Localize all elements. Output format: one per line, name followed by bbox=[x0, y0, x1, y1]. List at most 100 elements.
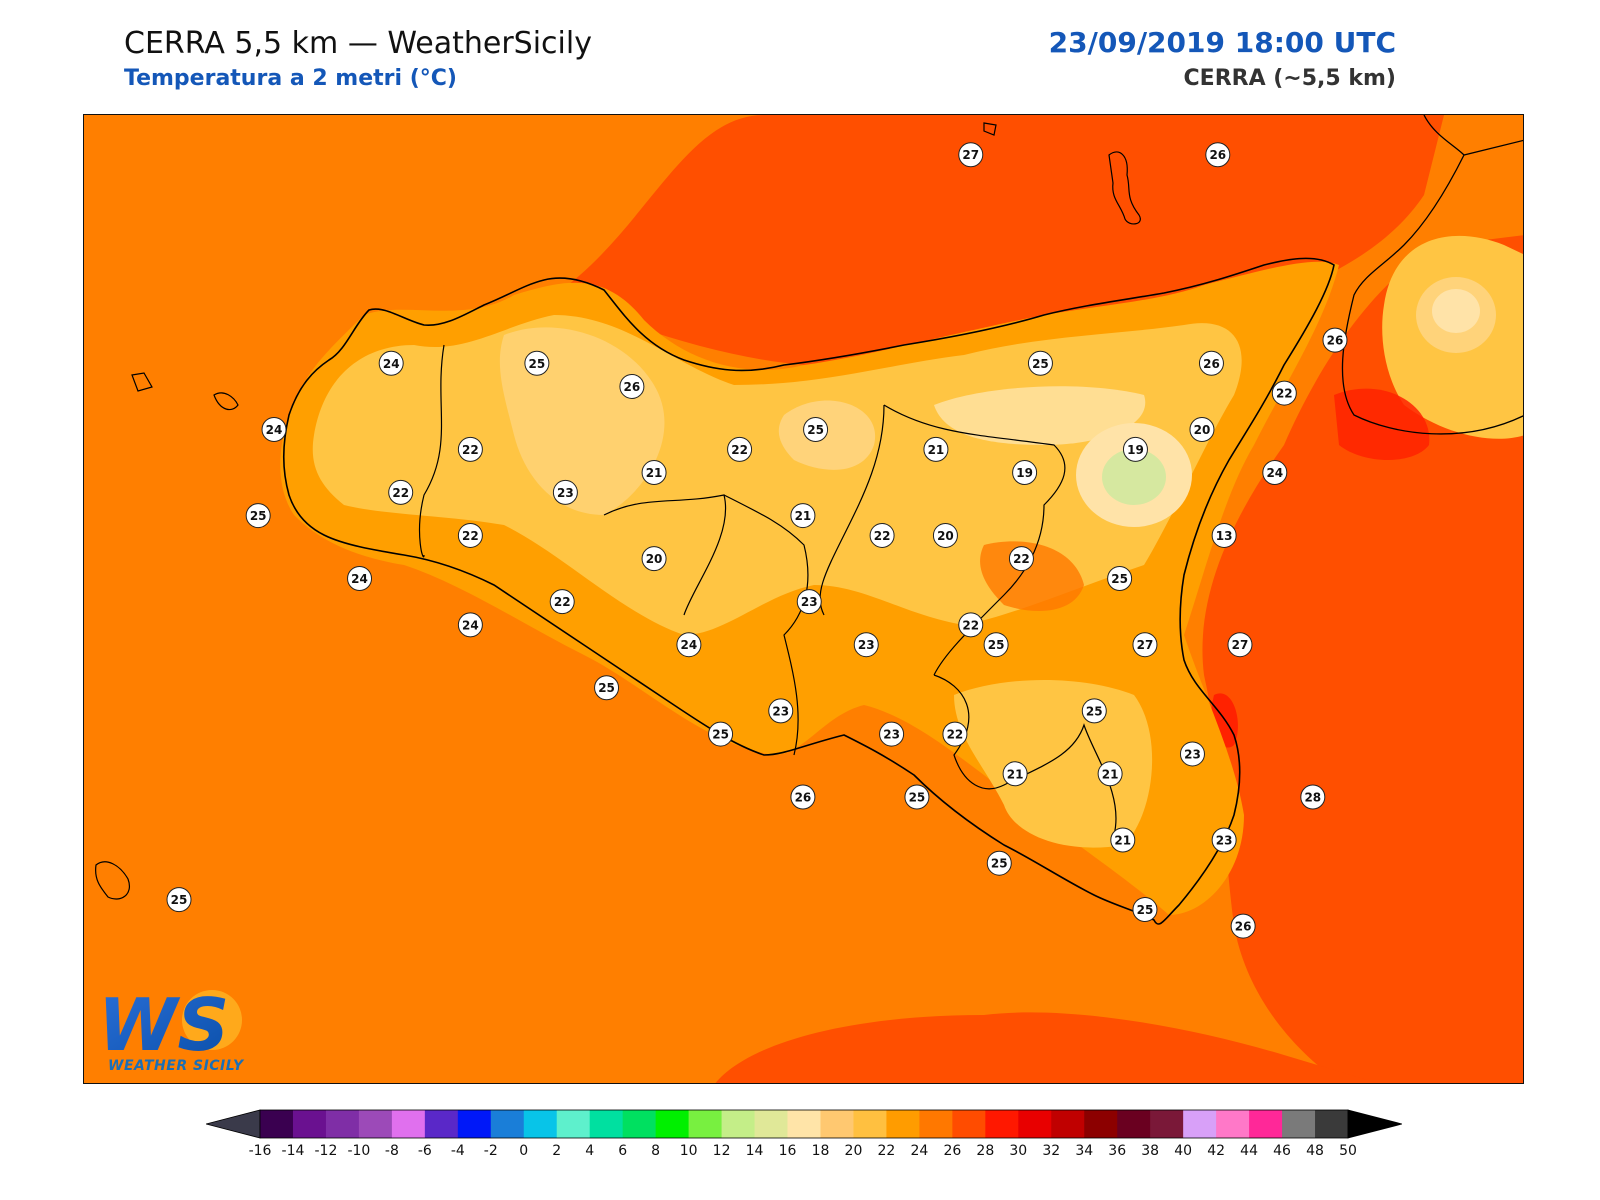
map-subtitle: Temperatura a 2 metri (°C) bbox=[124, 66, 457, 91]
station-marker: 24 bbox=[1262, 460, 1288, 486]
station-marker: 24 bbox=[261, 417, 287, 443]
station-marker: 22 bbox=[1008, 546, 1034, 572]
station-marker: 26 bbox=[1230, 913, 1256, 939]
hot-spot-ionian bbox=[1334, 388, 1430, 460]
station-value: 22 bbox=[392, 486, 409, 500]
station-circle bbox=[768, 698, 794, 724]
colorbar-tick-label: -16 bbox=[249, 1143, 272, 1159]
station-marker: 22 bbox=[869, 522, 895, 548]
calabria-cool-core bbox=[1432, 289, 1480, 333]
station-marker: 23 bbox=[879, 721, 905, 747]
station-value: 23 bbox=[883, 728, 900, 742]
colorbar-tick-label: 14 bbox=[746, 1143, 764, 1159]
station-marker: 19 bbox=[1122, 436, 1148, 462]
colorbar-tick-label: 16 bbox=[779, 1143, 797, 1159]
station-circle bbox=[1198, 350, 1224, 376]
colorbar-segment bbox=[523, 1110, 558, 1138]
station-value: 26 bbox=[795, 790, 812, 804]
station-circle bbox=[796, 589, 822, 615]
station-value: 28 bbox=[1304, 790, 1321, 804]
station-value: 23 bbox=[557, 486, 574, 500]
colorbar-tick-label: -14 bbox=[282, 1143, 305, 1159]
station-circle bbox=[1271, 380, 1297, 406]
island-marettimo bbox=[131, 372, 153, 392]
station-marker: 25 bbox=[708, 721, 734, 747]
colorbar-segment bbox=[424, 1110, 459, 1138]
station-value: 24 bbox=[266, 423, 283, 437]
station-marker: 26 bbox=[1198, 350, 1224, 376]
station-marker: 23 bbox=[552, 479, 578, 505]
station-value: 25 bbox=[909, 790, 926, 804]
station-value: 26 bbox=[1235, 920, 1252, 934]
station-circle bbox=[1132, 632, 1158, 658]
colorbar-tick-label: 32 bbox=[1042, 1143, 1060, 1159]
station-marker: 25 bbox=[594, 675, 620, 701]
weather-sicily-logo: WS bbox=[96, 980, 256, 1076]
colorbar-segment bbox=[754, 1110, 789, 1138]
station-value: 22 bbox=[1276, 387, 1293, 401]
station-value: 22 bbox=[947, 728, 964, 742]
station-circle bbox=[869, 522, 895, 548]
station-circle bbox=[1227, 632, 1253, 658]
station-marker: 25 bbox=[983, 632, 1009, 658]
station-circle bbox=[347, 565, 373, 591]
station-circle bbox=[879, 721, 905, 747]
colorbar-tick-label: 0 bbox=[519, 1143, 528, 1159]
station-marker: 25 bbox=[1027, 350, 1053, 376]
station-circle bbox=[457, 436, 483, 462]
station-circle bbox=[986, 850, 1012, 876]
colorbar-tick-label: 2 bbox=[552, 1143, 561, 1159]
station-value: 25 bbox=[991, 857, 1008, 871]
station-value: 22 bbox=[874, 529, 891, 543]
station-value: 26 bbox=[1203, 357, 1220, 371]
colorbar-segment bbox=[1117, 1110, 1151, 1138]
station-marker: 24 bbox=[378, 350, 404, 376]
station-value: 19 bbox=[1127, 443, 1144, 457]
calabria-coastline bbox=[1341, 115, 1523, 435]
map-canvas: 27 26 24 25 26 25 26 26 22 24 22 21 22 25 21 19 19 20 24 22… bbox=[84, 115, 1523, 1083]
colorbar-segment bbox=[820, 1110, 854, 1138]
station-value: 23 bbox=[858, 638, 875, 652]
colorbar-segment bbox=[457, 1110, 492, 1138]
colorbar-tick-label: 18 bbox=[812, 1143, 830, 1159]
station-circle bbox=[378, 350, 404, 376]
colorbar-segment bbox=[589, 1110, 624, 1138]
station-marker: 21 bbox=[1110, 827, 1136, 853]
station-circle bbox=[1110, 827, 1136, 853]
station-value: 26 bbox=[624, 380, 641, 394]
station-marker: 22 bbox=[549, 589, 575, 615]
station-value: 25 bbox=[807, 423, 824, 437]
land-20-center bbox=[778, 400, 876, 470]
station-circle bbox=[594, 675, 620, 701]
colorbar-segment bbox=[886, 1110, 920, 1138]
colorbar-segment bbox=[622, 1110, 657, 1138]
station-value: 22 bbox=[731, 443, 748, 457]
station-value: 27 bbox=[1232, 638, 1249, 652]
colorbar-canvas: -16 -14 -12 -10 -8 -6 -4 -2 0 2 4 6 8 10 12 14 16 18 20 22 2… bbox=[204, 1109, 1404, 1159]
station-circle bbox=[245, 503, 271, 529]
colorbar-segment bbox=[1084, 1110, 1118, 1138]
station-circle bbox=[552, 479, 578, 505]
station-marker: 25 bbox=[166, 887, 192, 913]
station-value: 24 bbox=[383, 357, 400, 371]
station-circle bbox=[1179, 741, 1205, 767]
colorbar-tick-label: 26 bbox=[943, 1143, 961, 1159]
colorbar-segment bbox=[260, 1110, 294, 1138]
warm-sea-south bbox=[715, 1012, 1378, 1083]
station-circle bbox=[1002, 761, 1028, 787]
colorbar-segment bbox=[655, 1110, 690, 1138]
station-circle bbox=[549, 589, 575, 615]
station-circle bbox=[1300, 784, 1326, 810]
model-label: CERRA (~5,5 km) bbox=[1183, 66, 1396, 91]
station-value: 23 bbox=[1184, 747, 1201, 761]
station-marker: 23 bbox=[796, 589, 822, 615]
colorbar-outline bbox=[259, 1109, 1349, 1139]
station-value: 20 bbox=[937, 529, 954, 543]
station-value: 22 bbox=[462, 443, 479, 457]
station-circle bbox=[261, 417, 287, 443]
colorbar-segment bbox=[1183, 1110, 1217, 1138]
station-value: 24 bbox=[681, 638, 698, 652]
land-18-nebrodi bbox=[934, 386, 1146, 445]
station-marker: 26 bbox=[619, 373, 645, 399]
station-value: 25 bbox=[171, 893, 188, 907]
